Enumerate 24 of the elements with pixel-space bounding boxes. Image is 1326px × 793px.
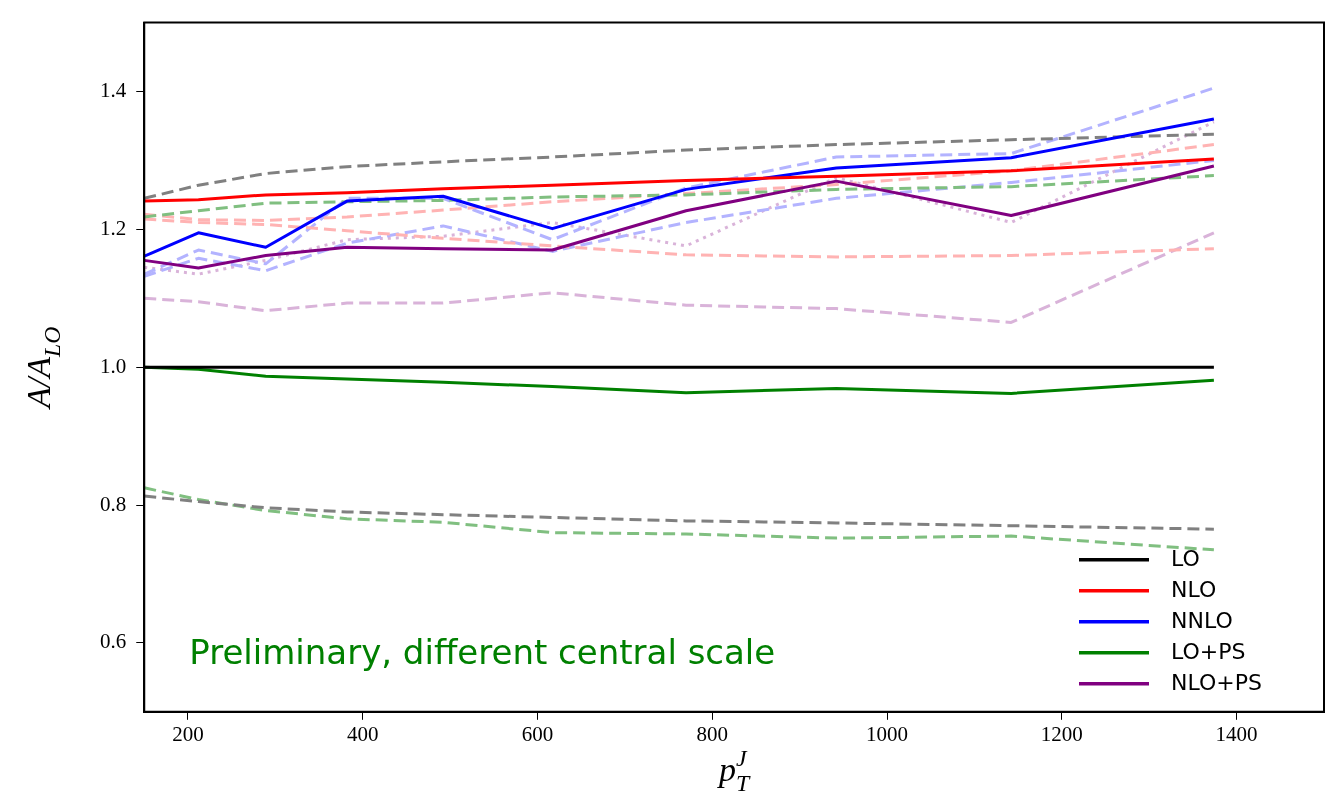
y-tick-label: 1.4 — [100, 78, 127, 103]
legend-label: LO+PS — [1171, 638, 1246, 664]
line-series — [144, 231, 1216, 324]
legend-label: NLO — [1171, 576, 1217, 602]
x-tick-label: 800 — [696, 721, 729, 746]
line-series — [144, 132, 1216, 200]
line-series — [144, 174, 1216, 219]
y-tick-label: 0.6 — [100, 629, 127, 654]
line-series — [144, 486, 1216, 552]
y-tick-label: 1.2 — [100, 215, 127, 240]
line-series — [144, 494, 1216, 531]
y-tick-label: 0.8 — [100, 491, 127, 516]
x-tick-label: 1000 — [866, 721, 909, 746]
legend-label: LO — [1171, 545, 1200, 571]
annotation: Preliminary, different central scale — [189, 631, 776, 672]
y-axis-title: A/ALO — [20, 326, 66, 410]
x-tick-label: 1200 — [1040, 721, 1083, 746]
x-tick-label: 200 — [172, 721, 204, 746]
x-tick-label: 600 — [521, 721, 554, 746]
legend-label: NLO+PS — [1171, 669, 1262, 695]
x-tick-label: 1400 — [1215, 721, 1258, 746]
x-tick-label: 400 — [346, 721, 379, 746]
y-tick-label: 1.0 — [100, 353, 127, 378]
legend-label: NNLO — [1171, 607, 1233, 633]
